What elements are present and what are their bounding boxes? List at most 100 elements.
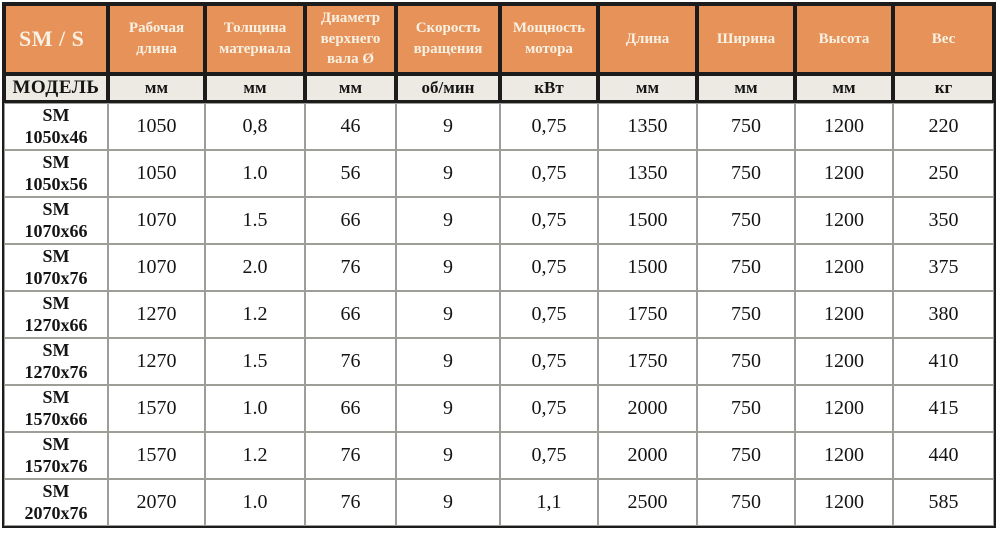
data-cell: 1070 — [108, 244, 205, 292]
data-cell: 1270 — [108, 338, 205, 386]
column-header-rotation-speed: Скорость вращения — [396, 4, 500, 75]
model-cell: SM 1270x76 — [4, 338, 108, 386]
data-cell: 1200 — [795, 291, 893, 339]
table-row: SM 1570x76 1570 1.2 76 9 0,75 2000 750 1… — [4, 432, 994, 480]
data-cell: 1.0 — [205, 385, 305, 433]
data-cell: 750 — [697, 244, 795, 292]
data-cell: 0,75 — [500, 432, 598, 480]
column-header-upper-shaft-diameter: Диаметр верхнего вала Ø — [305, 4, 396, 75]
data-cell: 1750 — [598, 338, 697, 386]
data-cell: 1.0 — [205, 150, 305, 198]
data-cell: 76 — [305, 479, 396, 527]
data-cell: 350 — [893, 197, 994, 245]
model-cell: SM 1570x76 — [4, 432, 108, 480]
column-header-weight: Вес — [893, 4, 994, 75]
unit-cell: мм — [598, 74, 697, 104]
data-cell: 1.2 — [205, 432, 305, 480]
data-cell: 1350 — [598, 103, 697, 151]
table-title-cell: SM / S — [4, 4, 108, 75]
data-cell: 2000 — [598, 432, 697, 480]
data-cell: 250 — [893, 150, 994, 198]
model-cell: SM 1070x66 — [4, 197, 108, 245]
unit-cell: об/мин — [396, 74, 500, 104]
data-cell: 1,1 — [500, 479, 598, 527]
data-cell: 1.2 — [205, 291, 305, 339]
data-cell: 1350 — [598, 150, 697, 198]
data-cell: 9 — [396, 291, 500, 339]
column-header-material-thickness: Толщина материала — [205, 4, 305, 75]
data-cell: 1200 — [795, 103, 893, 151]
data-cell: 750 — [697, 338, 795, 386]
column-header-length: Длина — [598, 4, 697, 75]
model-size: 2070x76 — [24, 502, 88, 523]
data-cell: 1570 — [108, 432, 205, 480]
data-cell: 1.5 — [205, 338, 305, 386]
data-cell: 0,75 — [500, 291, 598, 339]
table-row: SM 1570x66 1570 1.0 66 9 0,75 2000 750 1… — [4, 385, 994, 433]
model-cell: SM 1570x66 — [4, 385, 108, 433]
data-cell: 1200 — [795, 385, 893, 433]
model-size: 1050x56 — [24, 173, 88, 194]
data-cell: 2.0 — [205, 244, 305, 292]
data-cell: 415 — [893, 385, 994, 433]
data-cell: 1500 — [598, 197, 697, 245]
data-cell: 1200 — [795, 150, 893, 198]
unit-cell: мм — [108, 74, 205, 104]
data-cell: 9 — [396, 150, 500, 198]
data-cell: 2000 — [598, 385, 697, 433]
model-size: 1270x76 — [24, 361, 88, 382]
model-size: 1070x66 — [24, 220, 88, 241]
data-cell: 1050 — [108, 150, 205, 198]
data-cell: 1.5 — [205, 197, 305, 245]
column-header-motor-power: Мощность мотора — [500, 4, 598, 75]
table-row: SM 1270x66 1270 1.2 66 9 0,75 1750 750 1… — [4, 291, 994, 339]
model-size: 1070x76 — [24, 267, 88, 288]
model-series: SM — [42, 199, 70, 220]
model-series: SM — [42, 105, 70, 126]
table-row: SM 1270x76 1270 1.5 76 9 0,75 1750 750 1… — [4, 338, 994, 386]
data-cell: 0,75 — [500, 338, 598, 386]
table-row: SM 1050x46 1050 0,8 46 9 0,75 1350 750 1… — [4, 103, 994, 151]
header-row: SM / S Рабочая длина Толщина материала Д… — [4, 4, 994, 75]
data-cell: 9 — [396, 432, 500, 480]
data-cell: 0,75 — [500, 244, 598, 292]
data-cell: 76 — [305, 432, 396, 480]
data-cell: 750 — [697, 432, 795, 480]
data-cell: 1070 — [108, 197, 205, 245]
data-cell: 750 — [697, 197, 795, 245]
unit-cell: мм — [205, 74, 305, 104]
column-header-height: Высота — [795, 4, 893, 75]
unit-cell: мм — [697, 74, 795, 104]
model-size: 1570x76 — [24, 455, 88, 476]
model-cell: SM 2070x76 — [4, 479, 108, 527]
data-cell: 220 — [893, 103, 994, 151]
unit-cell: мм — [305, 74, 396, 104]
data-cell: 750 — [697, 103, 795, 151]
data-cell: 750 — [697, 479, 795, 527]
data-cell: 76 — [305, 338, 396, 386]
model-series: SM — [42, 434, 70, 455]
data-cell: 0,75 — [500, 103, 598, 151]
model-size: 1270x66 — [24, 314, 88, 335]
data-cell: 9 — [396, 244, 500, 292]
data-cell: 1200 — [795, 479, 893, 527]
table-row: SM 2070x76 2070 1.0 76 9 1,1 2500 750 12… — [4, 479, 994, 527]
model-header-cell: МОДЕЛЬ — [4, 74, 108, 104]
model-cell: SM 1270x66 — [4, 291, 108, 339]
data-cell: 76 — [305, 244, 396, 292]
data-cell: 66 — [305, 197, 396, 245]
data-cell: 750 — [697, 150, 795, 198]
table-row: SM 1070x66 1070 1.5 66 9 0,75 1500 750 1… — [4, 197, 994, 245]
column-header-width: Ширина — [697, 4, 795, 75]
model-cell: SM 1070x76 — [4, 244, 108, 292]
data-cell: 1270 — [108, 291, 205, 339]
table-row: SM 1050x56 1050 1.0 56 9 0,75 1350 750 1… — [4, 150, 994, 198]
data-cell: 66 — [305, 291, 396, 339]
data-cell: 750 — [697, 291, 795, 339]
unit-cell: кг — [893, 74, 994, 104]
model-cell: SM 1050x56 — [4, 150, 108, 198]
data-cell: 0,75 — [500, 150, 598, 198]
data-cell: 66 — [305, 385, 396, 433]
data-cell: 1750 — [598, 291, 697, 339]
data-cell: 1200 — [795, 244, 893, 292]
